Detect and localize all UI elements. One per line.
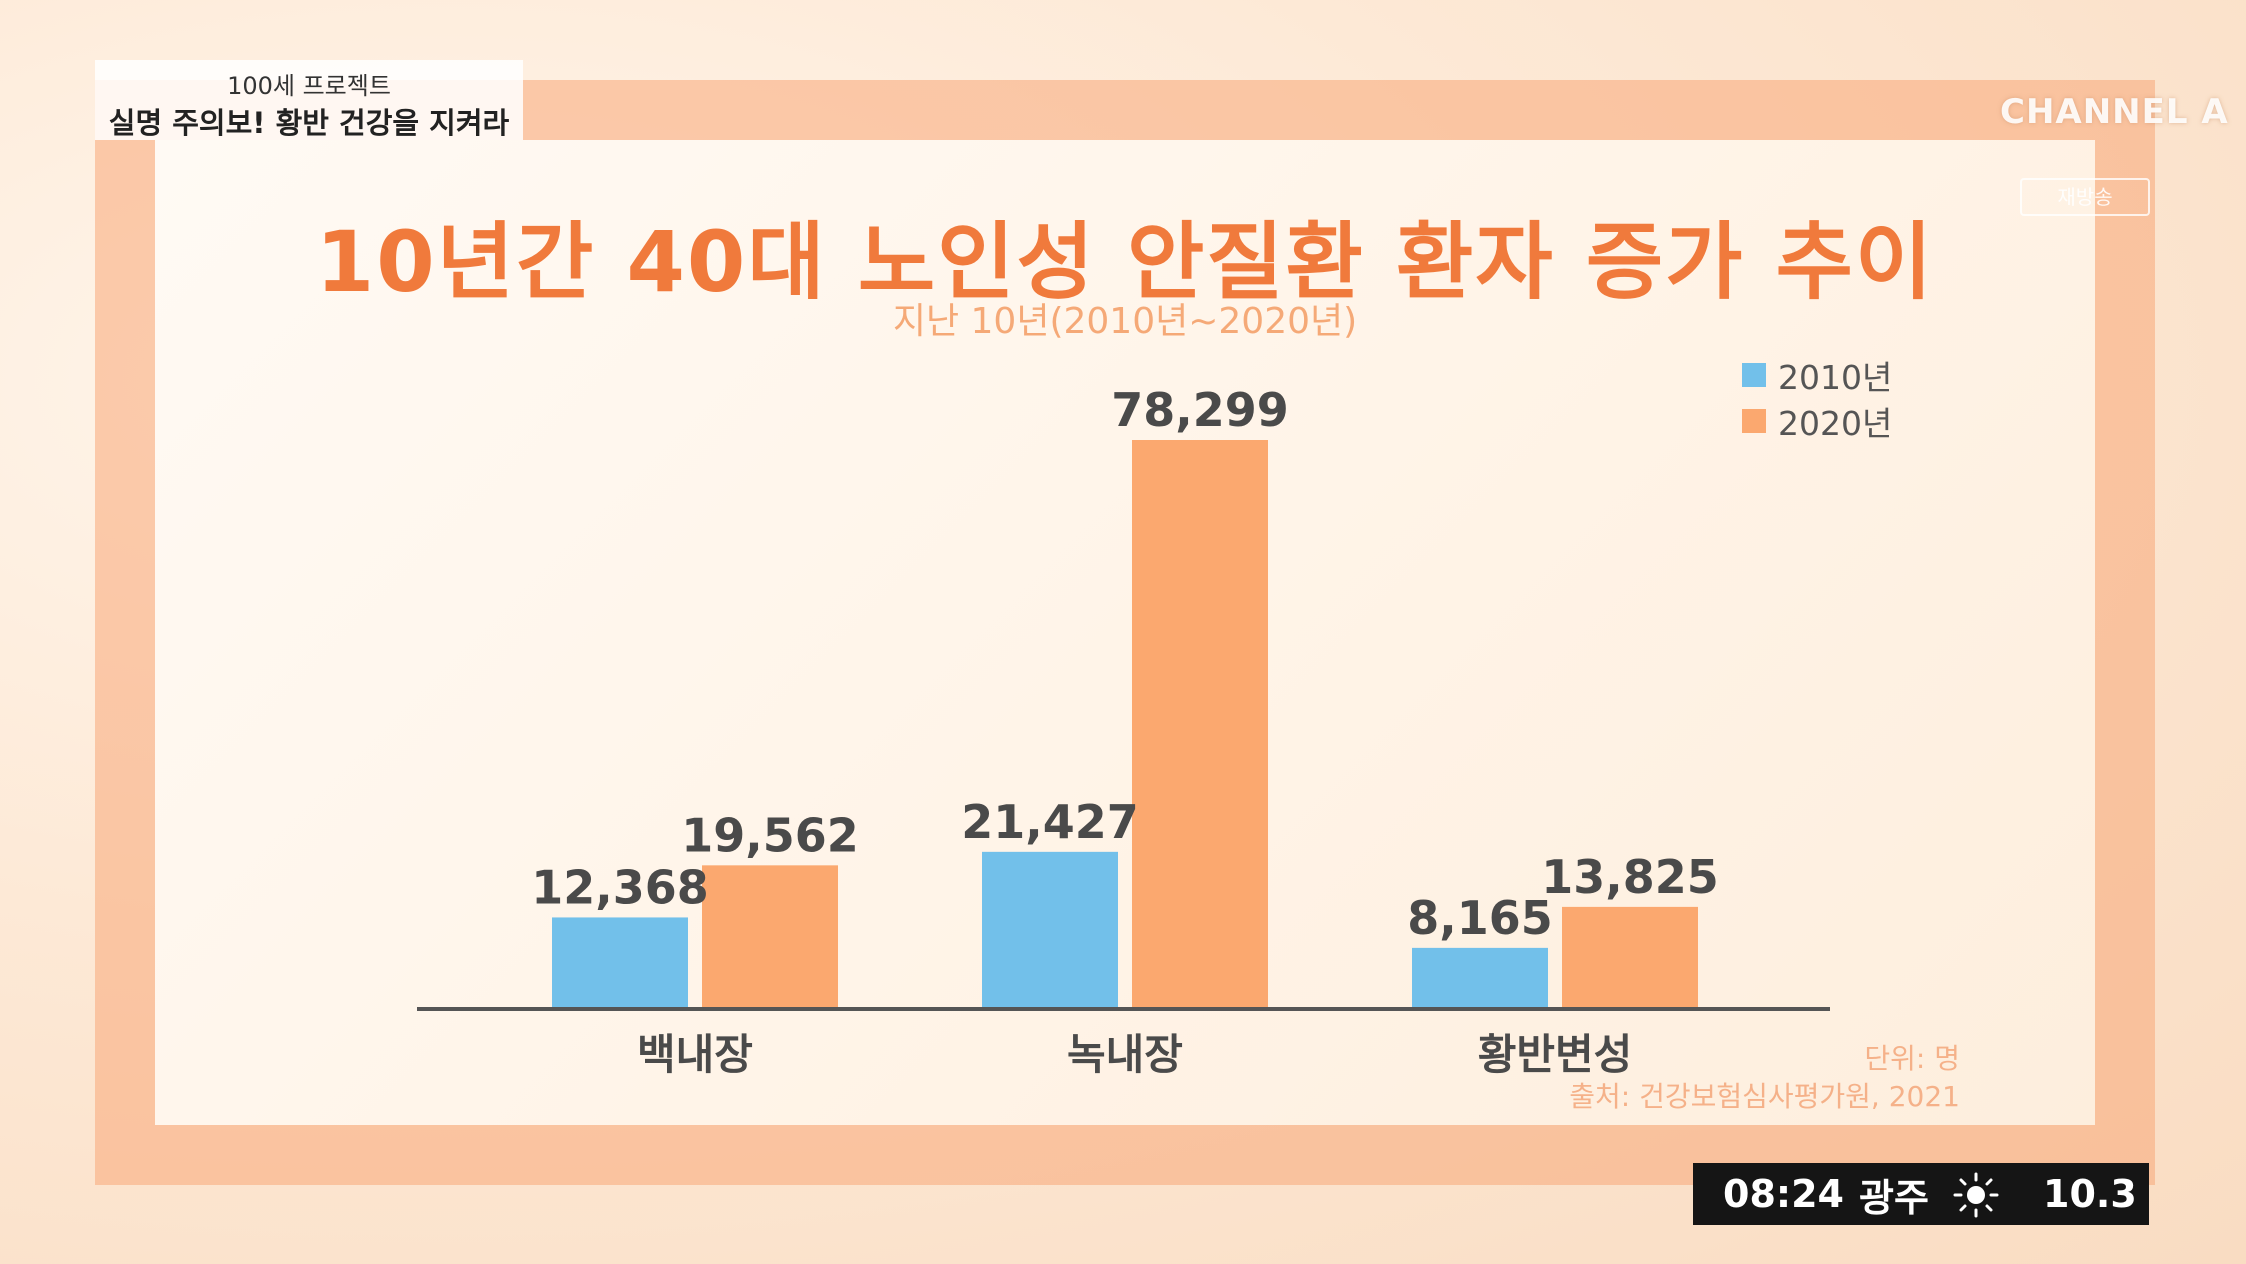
bar-2020-2	[1562, 906, 1698, 1007]
value-label-2020-1: 78,299	[1111, 383, 1289, 437]
channel-logo: CHANNEL A	[2000, 92, 2229, 132]
chart-notes: 단위: 명 출처: 건강보험심사평가원, 2021	[1450, 1040, 1960, 1116]
category-label-0: 백내장	[637, 1030, 753, 1079]
chart-panel	[155, 140, 2095, 1125]
rerun-badge: 재방송	[2020, 178, 2150, 216]
bar-2010-0	[552, 917, 688, 1007]
program-name: 100세 프로젝트	[227, 72, 391, 100]
value-label-2010-0: 12,368	[531, 860, 709, 914]
legend-label-2010: 2010년	[1778, 358, 1893, 397]
bar-2020-0	[702, 865, 838, 1007]
chart-subtitle: 지난 10년(2010년~2020년)	[892, 301, 1358, 342]
chart-legend: 2010년 2020년	[1742, 352, 1892, 444]
unit-note: 단위: 명	[1864, 1042, 1960, 1075]
ticker-location: 광주	[1859, 1175, 1929, 1220]
legend-item-2020: 2020년	[1742, 398, 1892, 444]
ticker-temperature: 10.3	[2043, 1172, 2137, 1216]
bar-2020-1	[1132, 440, 1268, 1007]
value-label-2010-2: 8,165	[1407, 891, 1553, 945]
value-label-2010-1: 21,427	[961, 795, 1139, 849]
category-label-2: 황반변성	[1478, 1030, 1633, 1079]
legend-swatch-2020	[1742, 409, 1766, 433]
legend-label-2020: 2020년	[1778, 404, 1893, 443]
ticker-time: 08:24	[1723, 1172, 1844, 1216]
bar-2010-2	[1412, 947, 1548, 1007]
legend-swatch-2010	[1742, 363, 1766, 387]
bar-2010-1	[982, 851, 1118, 1007]
value-label-2020-0: 19,562	[681, 808, 859, 862]
legend-item-2010: 2010년	[1742, 352, 1892, 398]
value-label-2020-2: 13,825	[1541, 850, 1719, 904]
source-note: 출처: 건강보험심사평가원, 2021	[1569, 1080, 1960, 1113]
status-ticker: 08:24 광주 10.3	[1693, 1163, 2149, 1225]
chart-title: 10년간 40대 노인성 안질환 환자 증가 추이	[315, 213, 1935, 311]
program-caption: 100세 프로젝트 실명 주의보! 황반 건강을 지켜라	[95, 60, 523, 140]
sun-icon	[1953, 1172, 1999, 1218]
episode-title: 실명 주의보! 황반 건강을 지켜라	[108, 106, 510, 140]
category-label-1: 녹내장	[1067, 1030, 1183, 1079]
